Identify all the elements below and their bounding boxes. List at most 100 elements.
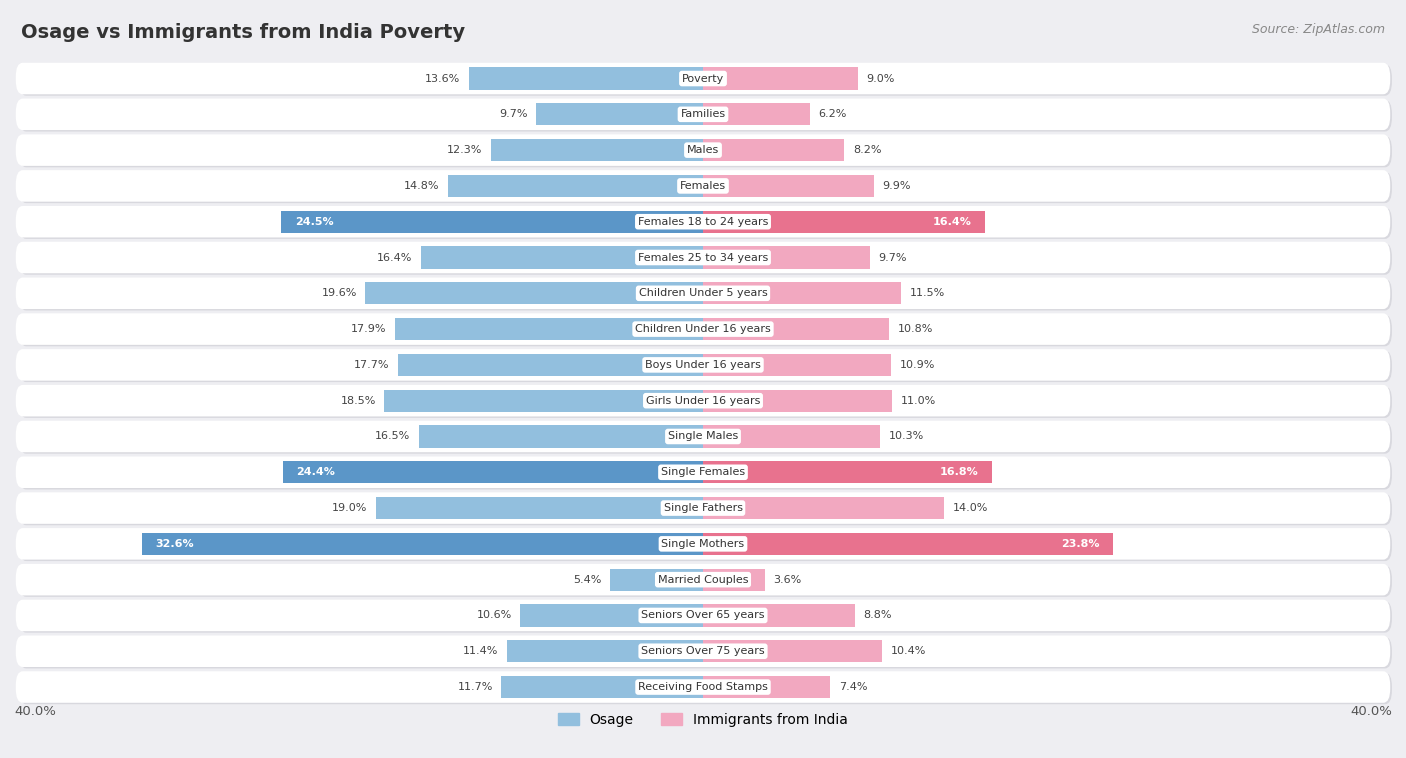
Text: 9.7%: 9.7%: [879, 252, 907, 262]
Bar: [366, 282, 703, 305]
Bar: [703, 354, 891, 376]
FancyBboxPatch shape: [15, 349, 1391, 381]
FancyBboxPatch shape: [20, 601, 1392, 633]
Bar: [703, 282, 901, 305]
FancyBboxPatch shape: [15, 564, 1391, 596]
Text: 17.9%: 17.9%: [350, 324, 387, 334]
Bar: [536, 103, 703, 125]
FancyBboxPatch shape: [20, 315, 1392, 346]
Text: 6.2%: 6.2%: [818, 109, 846, 119]
FancyBboxPatch shape: [20, 565, 1392, 597]
FancyBboxPatch shape: [15, 600, 1391, 631]
Text: 14.8%: 14.8%: [404, 181, 440, 191]
FancyBboxPatch shape: [15, 99, 1391, 130]
Text: 23.8%: 23.8%: [1060, 539, 1099, 549]
Text: Children Under 16 years: Children Under 16 years: [636, 324, 770, 334]
Text: Children Under 5 years: Children Under 5 years: [638, 288, 768, 299]
Text: Families: Families: [681, 109, 725, 119]
FancyBboxPatch shape: [15, 313, 1391, 345]
Text: 18.5%: 18.5%: [340, 396, 375, 406]
FancyBboxPatch shape: [20, 279, 1392, 311]
FancyBboxPatch shape: [20, 64, 1392, 96]
Bar: [703, 103, 810, 125]
Bar: [384, 390, 703, 412]
Text: 24.5%: 24.5%: [295, 217, 333, 227]
Text: 11.4%: 11.4%: [463, 647, 498, 656]
Bar: [703, 67, 858, 89]
Text: 16.4%: 16.4%: [932, 217, 972, 227]
Text: 10.9%: 10.9%: [900, 360, 935, 370]
FancyBboxPatch shape: [20, 637, 1392, 669]
FancyBboxPatch shape: [15, 277, 1391, 309]
Text: 11.0%: 11.0%: [901, 396, 936, 406]
Text: 10.4%: 10.4%: [891, 647, 927, 656]
Text: 40.0%: 40.0%: [1350, 705, 1392, 718]
Text: 5.4%: 5.4%: [574, 575, 602, 584]
Text: Seniors Over 75 years: Seniors Over 75 years: [641, 647, 765, 656]
Text: 10.6%: 10.6%: [477, 610, 512, 621]
FancyBboxPatch shape: [20, 171, 1392, 203]
FancyBboxPatch shape: [15, 672, 1391, 703]
Bar: [468, 67, 703, 89]
Bar: [506, 641, 703, 662]
Text: 32.6%: 32.6%: [155, 539, 194, 549]
Text: Receiving Food Stamps: Receiving Food Stamps: [638, 682, 768, 692]
Bar: [703, 211, 986, 233]
FancyBboxPatch shape: [15, 456, 1391, 488]
Text: 7.4%: 7.4%: [839, 682, 868, 692]
Bar: [703, 139, 844, 161]
FancyBboxPatch shape: [20, 243, 1392, 274]
Bar: [520, 604, 703, 627]
Bar: [703, 461, 993, 484]
Bar: [283, 461, 703, 484]
Bar: [419, 425, 703, 447]
Text: 11.7%: 11.7%: [457, 682, 494, 692]
Bar: [395, 318, 703, 340]
Bar: [703, 497, 945, 519]
Text: Boys Under 16 years: Boys Under 16 years: [645, 360, 761, 370]
Bar: [703, 641, 882, 662]
FancyBboxPatch shape: [15, 171, 1391, 202]
Text: Females 18 to 24 years: Females 18 to 24 years: [638, 217, 768, 227]
Text: 40.0%: 40.0%: [14, 705, 56, 718]
Legend: Osage, Immigrants from India: Osage, Immigrants from India: [558, 713, 848, 727]
Bar: [375, 497, 703, 519]
Text: 19.6%: 19.6%: [322, 288, 357, 299]
Text: 12.3%: 12.3%: [447, 145, 482, 155]
Text: Females 25 to 34 years: Females 25 to 34 years: [638, 252, 768, 262]
Bar: [281, 211, 703, 233]
Bar: [610, 568, 703, 590]
FancyBboxPatch shape: [20, 493, 1392, 525]
Bar: [703, 604, 855, 627]
Text: Single Fathers: Single Fathers: [664, 503, 742, 513]
Text: Males: Males: [688, 145, 718, 155]
Text: Married Couples: Married Couples: [658, 575, 748, 584]
FancyBboxPatch shape: [15, 63, 1391, 94]
Text: Osage vs Immigrants from India Poverty: Osage vs Immigrants from India Poverty: [21, 23, 465, 42]
Text: 19.0%: 19.0%: [332, 503, 367, 513]
Text: 13.6%: 13.6%: [425, 74, 460, 83]
FancyBboxPatch shape: [15, 134, 1391, 166]
Text: Girls Under 16 years: Girls Under 16 years: [645, 396, 761, 406]
Bar: [703, 425, 880, 447]
Text: Single Males: Single Males: [668, 431, 738, 441]
Bar: [703, 390, 893, 412]
Bar: [449, 175, 703, 197]
Bar: [703, 318, 889, 340]
FancyBboxPatch shape: [20, 100, 1392, 132]
Text: Seniors Over 65 years: Seniors Over 65 years: [641, 610, 765, 621]
Text: 10.3%: 10.3%: [889, 431, 924, 441]
Text: Poverty: Poverty: [682, 74, 724, 83]
Text: 3.6%: 3.6%: [773, 575, 801, 584]
Text: 8.8%: 8.8%: [863, 610, 891, 621]
Text: 14.0%: 14.0%: [953, 503, 988, 513]
Text: 16.4%: 16.4%: [377, 252, 412, 262]
FancyBboxPatch shape: [15, 242, 1391, 274]
Text: 8.2%: 8.2%: [853, 145, 882, 155]
Text: 24.4%: 24.4%: [297, 467, 336, 478]
FancyBboxPatch shape: [20, 422, 1392, 453]
Bar: [420, 246, 703, 268]
FancyBboxPatch shape: [20, 673, 1392, 704]
Text: Single Females: Single Females: [661, 467, 745, 478]
Text: 9.9%: 9.9%: [882, 181, 911, 191]
